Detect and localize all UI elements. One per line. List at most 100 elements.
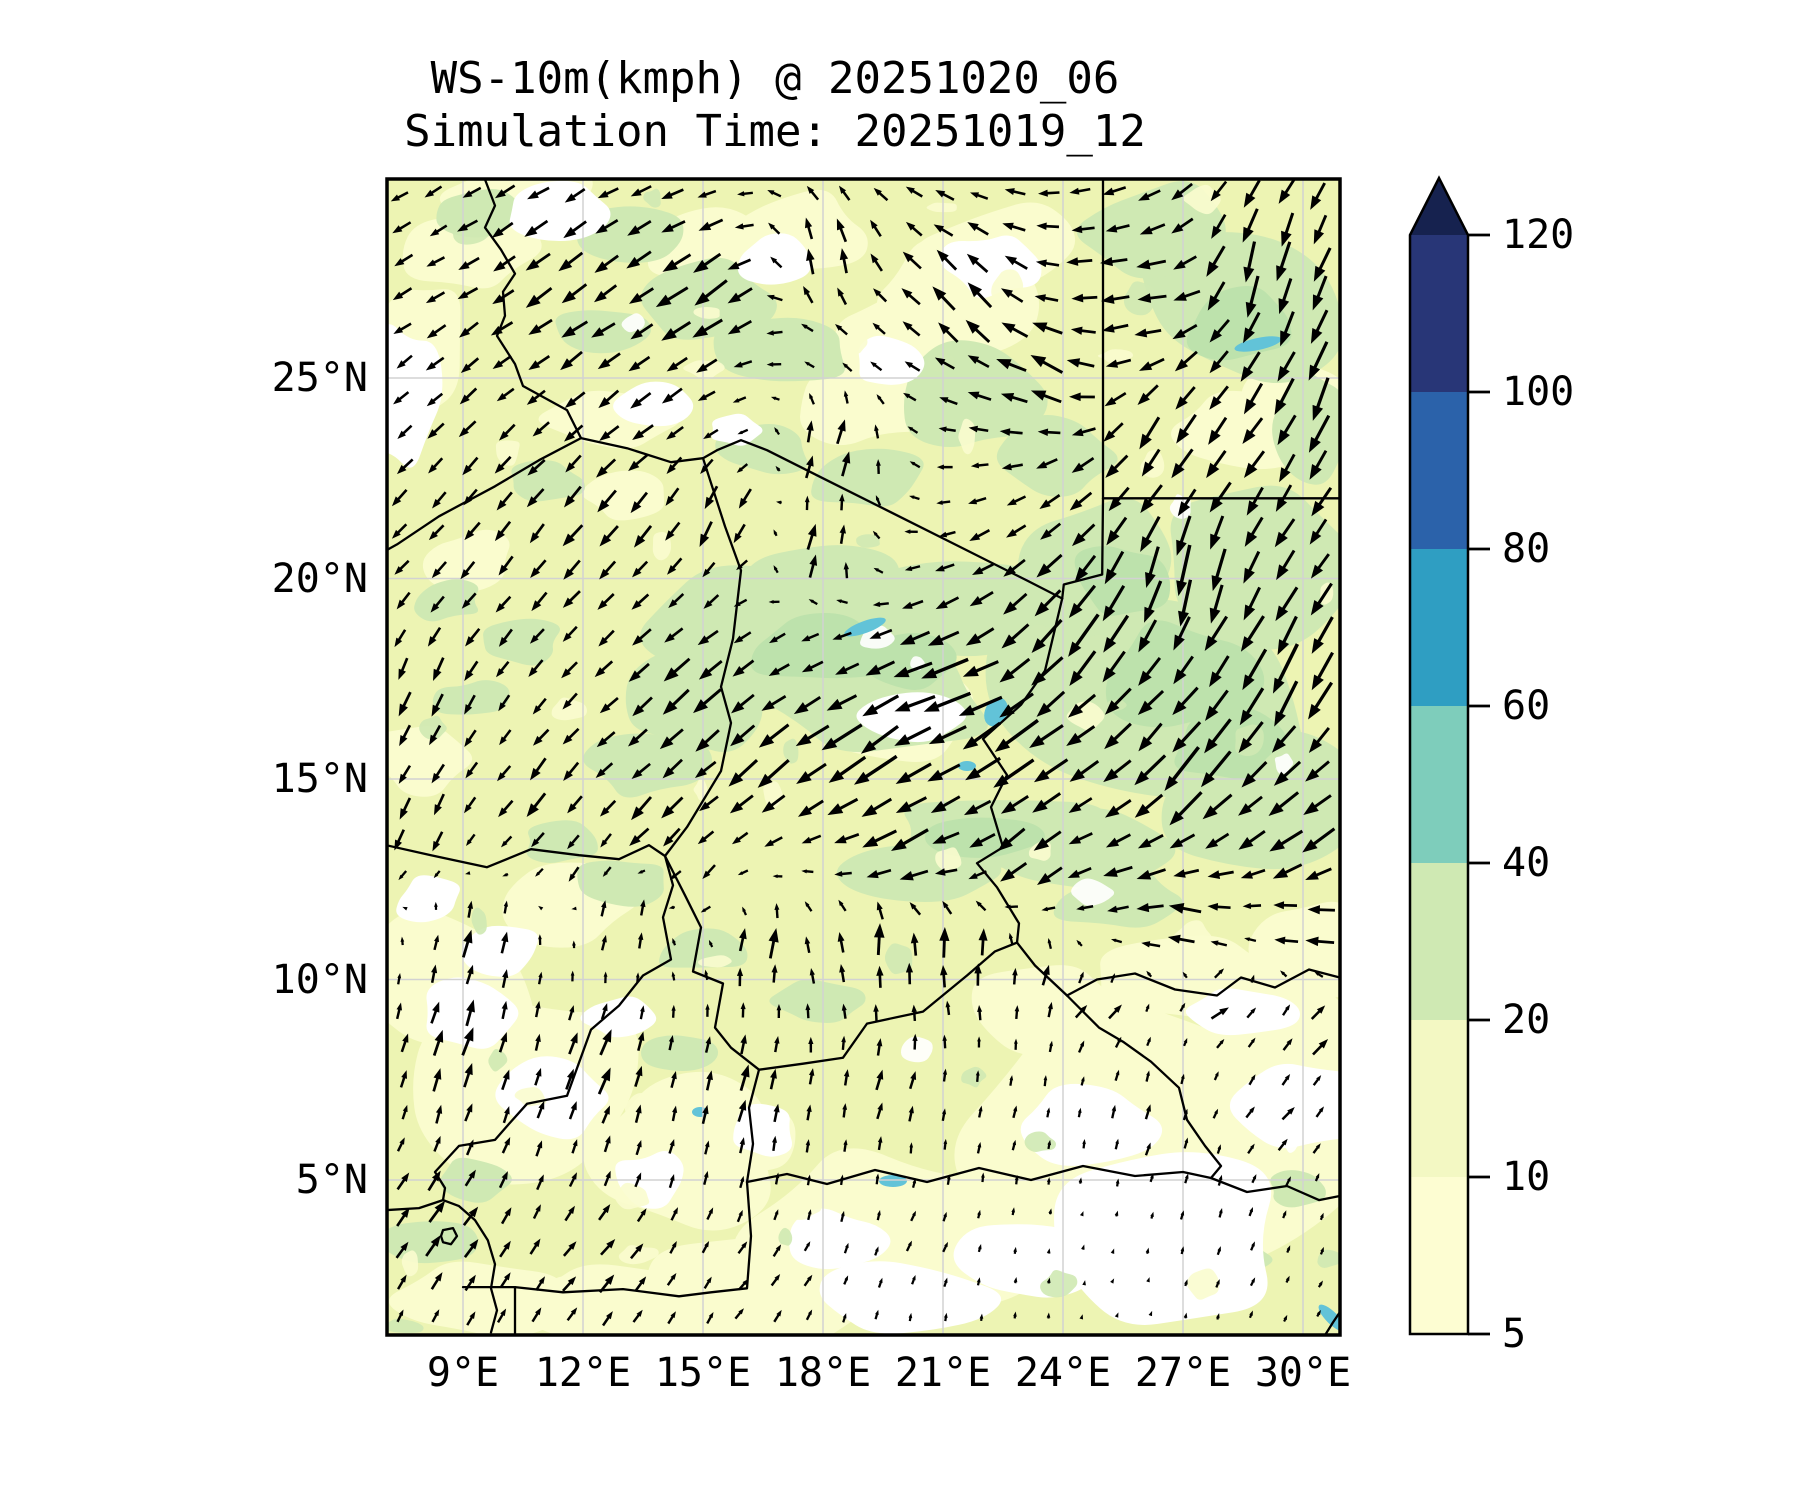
y-tick-label: 5°N	[295, 1157, 368, 1203]
contour-patch	[426, 977, 519, 1049]
contour-patch	[924, 817, 1045, 858]
contour-speckle	[1282, 1130, 1301, 1153]
border-cameroon-congo	[513, 1180, 753, 1298]
contour-speckle	[618, 1245, 659, 1265]
contour-speckle	[1188, 963, 1223, 977]
contour-patch	[422, 529, 510, 593]
contour-speckle	[991, 269, 1024, 302]
colorbar-segment	[1410, 235, 1468, 393]
y-tick-label: 25°N	[271, 355, 368, 401]
x-tick-label: 12°E	[534, 1350, 632, 1396]
x-tick-label: 30°E	[1254, 1350, 1352, 1396]
contour-speckle	[551, 697, 588, 721]
contour-speckle	[1317, 1249, 1340, 1268]
lake	[1234, 336, 1282, 352]
wind-quiver-layer	[390, 179, 1336, 1327]
contour-patch	[640, 1035, 719, 1072]
colorbar-segment	[1410, 549, 1468, 707]
contour-patch	[1185, 988, 1300, 1036]
contour-speckle	[1183, 184, 1221, 215]
border-libya-sudan	[1061, 497, 1105, 600]
border-chad-sudan	[975, 597, 1064, 944]
contour-speckle	[856, 534, 880, 548]
contour-patch	[483, 618, 560, 666]
lake	[984, 697, 1008, 727]
contour-speckle	[1187, 1268, 1220, 1300]
contour-speckle	[624, 1092, 654, 1117]
y-tick-label: 20°N	[271, 555, 368, 602]
contour-patch	[580, 996, 657, 1038]
contour-patch	[387, 324, 443, 468]
contour-patch	[711, 413, 763, 446]
contour-speckle	[488, 1048, 508, 1072]
border-car-ssudan	[1065, 994, 1223, 1180]
border-niger-nigeria	[387, 844, 667, 869]
map-frame	[385, 177, 1342, 1337]
contour-speckle	[495, 440, 520, 466]
contour-patch	[526, 820, 598, 863]
border-niger-libya	[579, 436, 705, 464]
contour-speckle	[621, 313, 645, 333]
lake	[844, 617, 886, 637]
contour-speckle	[1099, 1001, 1113, 1017]
contour-patch	[789, 1208, 891, 1270]
contour-patch	[1074, 546, 1171, 616]
contour-patch	[1020, 1083, 1163, 1166]
border-sudan-ssudan	[1065, 968, 1340, 997]
x-tick-label: 9°E	[426, 1350, 500, 1396]
contour-speckle	[693, 778, 708, 801]
contour-patch	[1105, 620, 1265, 728]
plot-subtitle: Simulation Time: 20251019_12	[404, 106, 1146, 157]
contour-speckle	[737, 1104, 777, 1131]
plot-title: WS-10m(kmph) @ 20251020_06	[430, 53, 1120, 104]
contour-speckle	[961, 1066, 987, 1088]
border-gulf-coast	[387, 1198, 499, 1334]
contour-patch	[640, 257, 777, 340]
contour-speckle	[778, 1227, 793, 1246]
border-chad-libya	[701, 439, 1064, 600]
colorbar-segment	[1410, 706, 1468, 864]
colorbar-segment	[1410, 1177, 1468, 1335]
colorbar-tick-label: 60	[1502, 683, 1551, 729]
contour-speckle	[696, 1171, 726, 1198]
x-tick-label: 24°E	[1014, 1350, 1112, 1396]
contour-speckle	[550, 1276, 573, 1301]
x-tick-label: 21°E	[894, 1350, 992, 1396]
border-chad-car-sudan-link	[1015, 941, 1069, 997]
colorbar-tick-label: 120	[1502, 212, 1575, 258]
border-niger-chad	[663, 457, 743, 858]
colorbar	[1408, 175, 1490, 1336]
contour-speckle	[884, 943, 913, 975]
contour-speckle	[1097, 349, 1134, 364]
contour-speckle	[387, 1318, 424, 1333]
border-bioko-island	[439, 1226, 459, 1246]
contour-patch	[396, 875, 460, 923]
contour-speckle	[1040, 1270, 1078, 1298]
lake	[879, 1175, 907, 1187]
contour-patch	[819, 1261, 1002, 1334]
contour-speckle	[783, 1197, 822, 1220]
border-cameroon-car	[745, 1068, 761, 1184]
contour-speckle	[419, 715, 447, 740]
contour-speckle	[840, 331, 868, 354]
contour-speckle	[1274, 753, 1294, 775]
lake	[958, 761, 976, 771]
y-tick-label: 15°N	[271, 756, 368, 802]
contour-speckle	[783, 738, 799, 764]
contour-patch	[388, 1261, 566, 1335]
x-tick-label: 15°E	[654, 1350, 752, 1396]
contour-patch	[811, 448, 924, 507]
contour-patch	[858, 335, 925, 385]
contour-patch	[713, 317, 846, 382]
contour-patch	[432, 680, 510, 715]
colorbar-tick-label: 80	[1502, 526, 1551, 572]
colorbar-tick-label: 5	[1502, 1311, 1527, 1357]
contour-speckle	[926, 202, 957, 213]
colorbar-outline	[1408, 175, 1470, 1336]
y-tick-label: 10°N	[271, 956, 368, 1003]
x-tick-label: 18°E	[774, 1350, 872, 1396]
colorbar-segment	[1410, 392, 1468, 550]
contour-speckle	[471, 907, 487, 935]
